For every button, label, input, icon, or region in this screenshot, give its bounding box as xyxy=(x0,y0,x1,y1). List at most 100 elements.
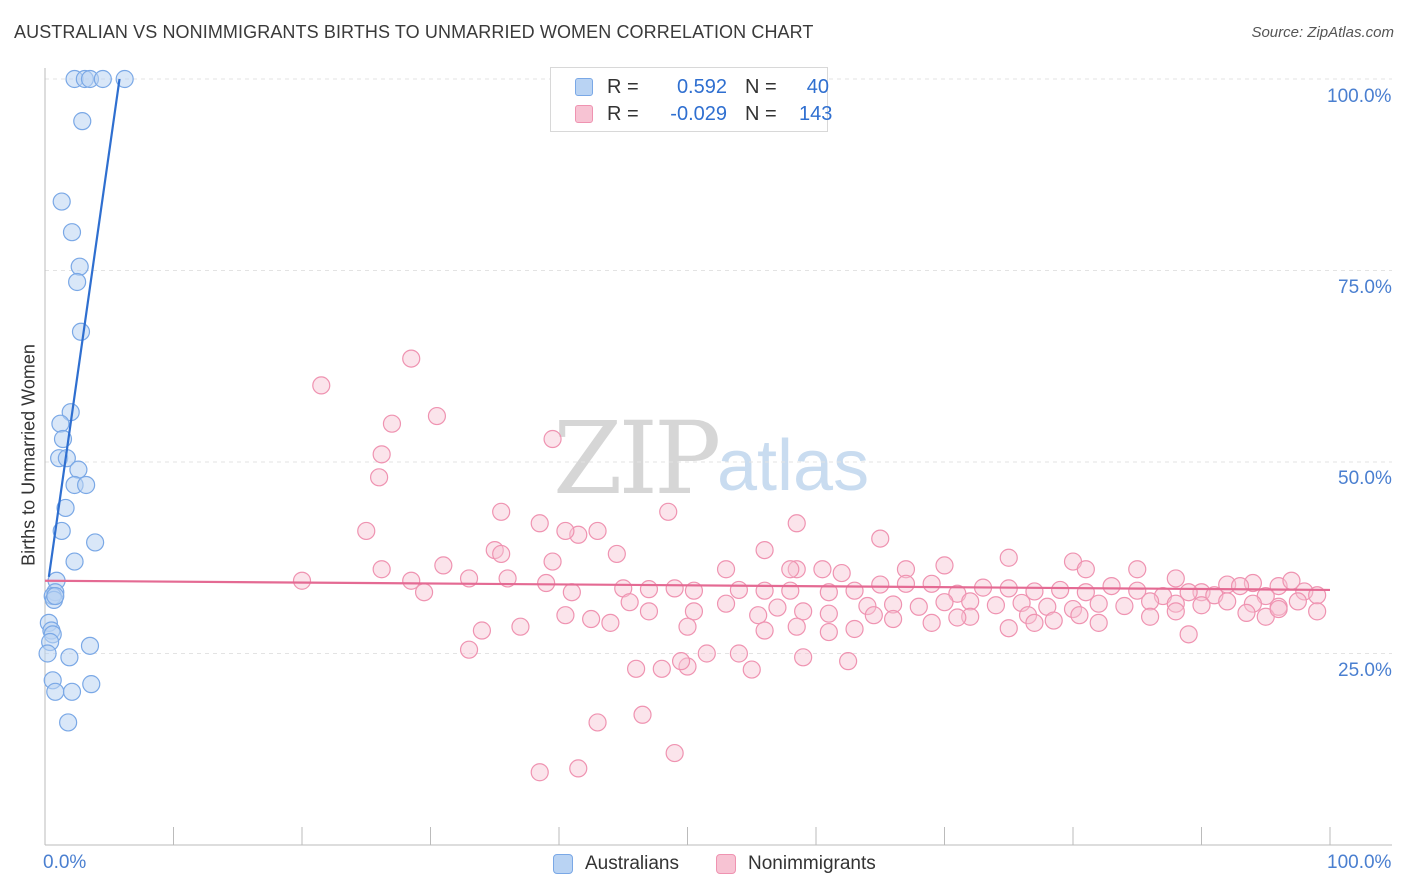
nonimmigrants-point xyxy=(414,583,434,602)
nonimmigrants-point xyxy=(1288,592,1307,611)
nonimmigrants-point xyxy=(639,602,659,621)
nonimmigrants-point xyxy=(839,652,858,671)
r-value: -0.029 xyxy=(670,102,727,125)
australians-point xyxy=(70,257,89,276)
nonimmigrants-point xyxy=(1051,580,1070,600)
nonimmigrants-point xyxy=(472,621,491,640)
nonimmigrants-point xyxy=(434,556,453,575)
legend-row-nonimmigrants: R = -0.029 N = 143 xyxy=(575,101,832,127)
nonimmigrants-point xyxy=(935,593,954,612)
nonimmigrants-point xyxy=(999,619,1018,638)
nonimmigrants-point xyxy=(1089,594,1108,613)
nonimmigrants-point xyxy=(742,660,761,679)
nonimmigrants-point xyxy=(357,521,376,541)
nonimmigrants-point xyxy=(537,573,556,593)
nonimmigrants-point xyxy=(948,608,967,627)
nonimmigrants-point xyxy=(402,571,421,590)
australians-point xyxy=(60,648,79,667)
nonimmigrants-point xyxy=(659,502,678,521)
nonimmigrants-point xyxy=(312,376,331,395)
nonimmigrants-point xyxy=(1192,596,1211,615)
nonimmigrants-legend-swatch xyxy=(716,854,736,874)
nonimmigrants-point xyxy=(781,560,800,579)
australians-point xyxy=(59,713,78,732)
nonimmigrants-point xyxy=(292,571,312,590)
nonimmigrants-point xyxy=(755,540,774,560)
nonimmigrants-point xyxy=(556,521,575,541)
nonimmigrants-point xyxy=(1025,613,1044,632)
nonimmigrants-point xyxy=(749,606,768,625)
nonimmigrants-point xyxy=(883,609,903,629)
nonimmigrants-point xyxy=(819,583,838,602)
australians-point xyxy=(73,112,92,131)
nonimmigrants-point xyxy=(697,644,716,663)
n-value: 40 xyxy=(806,75,829,98)
nonimmigrants-point xyxy=(858,596,877,616)
nonimmigrants-point xyxy=(871,575,890,594)
nonimmigrants-point xyxy=(372,560,391,579)
australians-point xyxy=(115,69,134,89)
nonimmigrants-point xyxy=(729,580,749,600)
nonimmigrants-point xyxy=(1070,606,1089,625)
nonimmigrants-point xyxy=(999,548,1018,567)
nonimmigrants-point xyxy=(794,648,813,667)
nonimmigrants-point xyxy=(909,597,928,616)
australians-point xyxy=(52,192,71,211)
nonimmigrants-point xyxy=(922,613,941,632)
nonimmigrants-point xyxy=(1140,607,1160,626)
nonimmigrants-point xyxy=(543,429,562,449)
australians-swatch xyxy=(575,78,593,96)
nonimmigrants-legend-label: Nonimmigrants xyxy=(748,853,876,874)
nonimmigrants-point xyxy=(896,574,916,593)
australians-point xyxy=(46,586,65,606)
nonimmigrants-point xyxy=(588,713,607,732)
nonimmigrants-point xyxy=(543,552,562,571)
australians-points xyxy=(38,69,134,732)
australians-point xyxy=(62,682,82,701)
watermark-zip: ZIP xyxy=(553,400,721,517)
australians-point xyxy=(62,223,82,242)
australians-point xyxy=(38,644,57,663)
australians-point xyxy=(82,675,101,694)
nonimmigrants-point xyxy=(1269,599,1288,619)
australians-point xyxy=(71,322,91,341)
nonimmigrants-point xyxy=(1218,592,1237,611)
nonimmigrants-point xyxy=(1308,602,1327,621)
nonimmigrants-point xyxy=(1102,576,1121,596)
nonimmigrants-point xyxy=(813,560,832,579)
y-tick-label: 75.0% xyxy=(1338,277,1392,298)
nonimmigrants-point xyxy=(665,743,684,763)
nonimmigrants-point xyxy=(768,598,787,617)
correlation-legend: R = 0.592 N = 40 R = -0.029 N = 143 xyxy=(550,67,832,132)
nonimmigrants-point xyxy=(819,622,838,642)
australians-trend-line xyxy=(47,78,121,578)
australians-point xyxy=(65,552,84,571)
legend-row-australians: R = 0.592 N = 40 xyxy=(575,74,829,100)
nonimmigrants-point xyxy=(492,544,511,564)
nonimmigrants-point xyxy=(845,581,864,600)
nonimmigrants-point xyxy=(1044,611,1063,630)
australians-point xyxy=(93,69,112,89)
australians-point xyxy=(52,521,71,541)
legend-nonimmigrants: Nonimmigrants xyxy=(716,850,876,878)
nonimmigrants-point xyxy=(1308,586,1327,605)
r-label: R = xyxy=(607,102,639,125)
nonimmigrants-point xyxy=(382,414,402,433)
nonimmigrants-point xyxy=(961,592,980,611)
nonimmigrants-point xyxy=(1166,602,1185,621)
chart-title: AUSTRALIAN VS NONIMMIGRANTS BIRTHS TO UN… xyxy=(14,22,814,42)
nonimmigrants-point xyxy=(1166,569,1185,588)
nonimmigrants-point xyxy=(498,569,517,588)
nonimmigrants-point xyxy=(639,580,659,599)
australians-legend-swatch xyxy=(553,854,573,874)
nonimmigrants-point xyxy=(883,595,903,614)
nonimmigrants-point xyxy=(556,606,575,625)
r-value: 0.592 xyxy=(676,75,727,98)
nonimmigrants-point xyxy=(864,606,883,625)
australians-point xyxy=(80,636,100,655)
nonimmigrants-point xyxy=(1230,576,1250,596)
nonimmigrants-point xyxy=(562,583,581,602)
nonimmigrants-point xyxy=(986,596,1006,615)
nonimmigrants-point xyxy=(1115,596,1134,616)
